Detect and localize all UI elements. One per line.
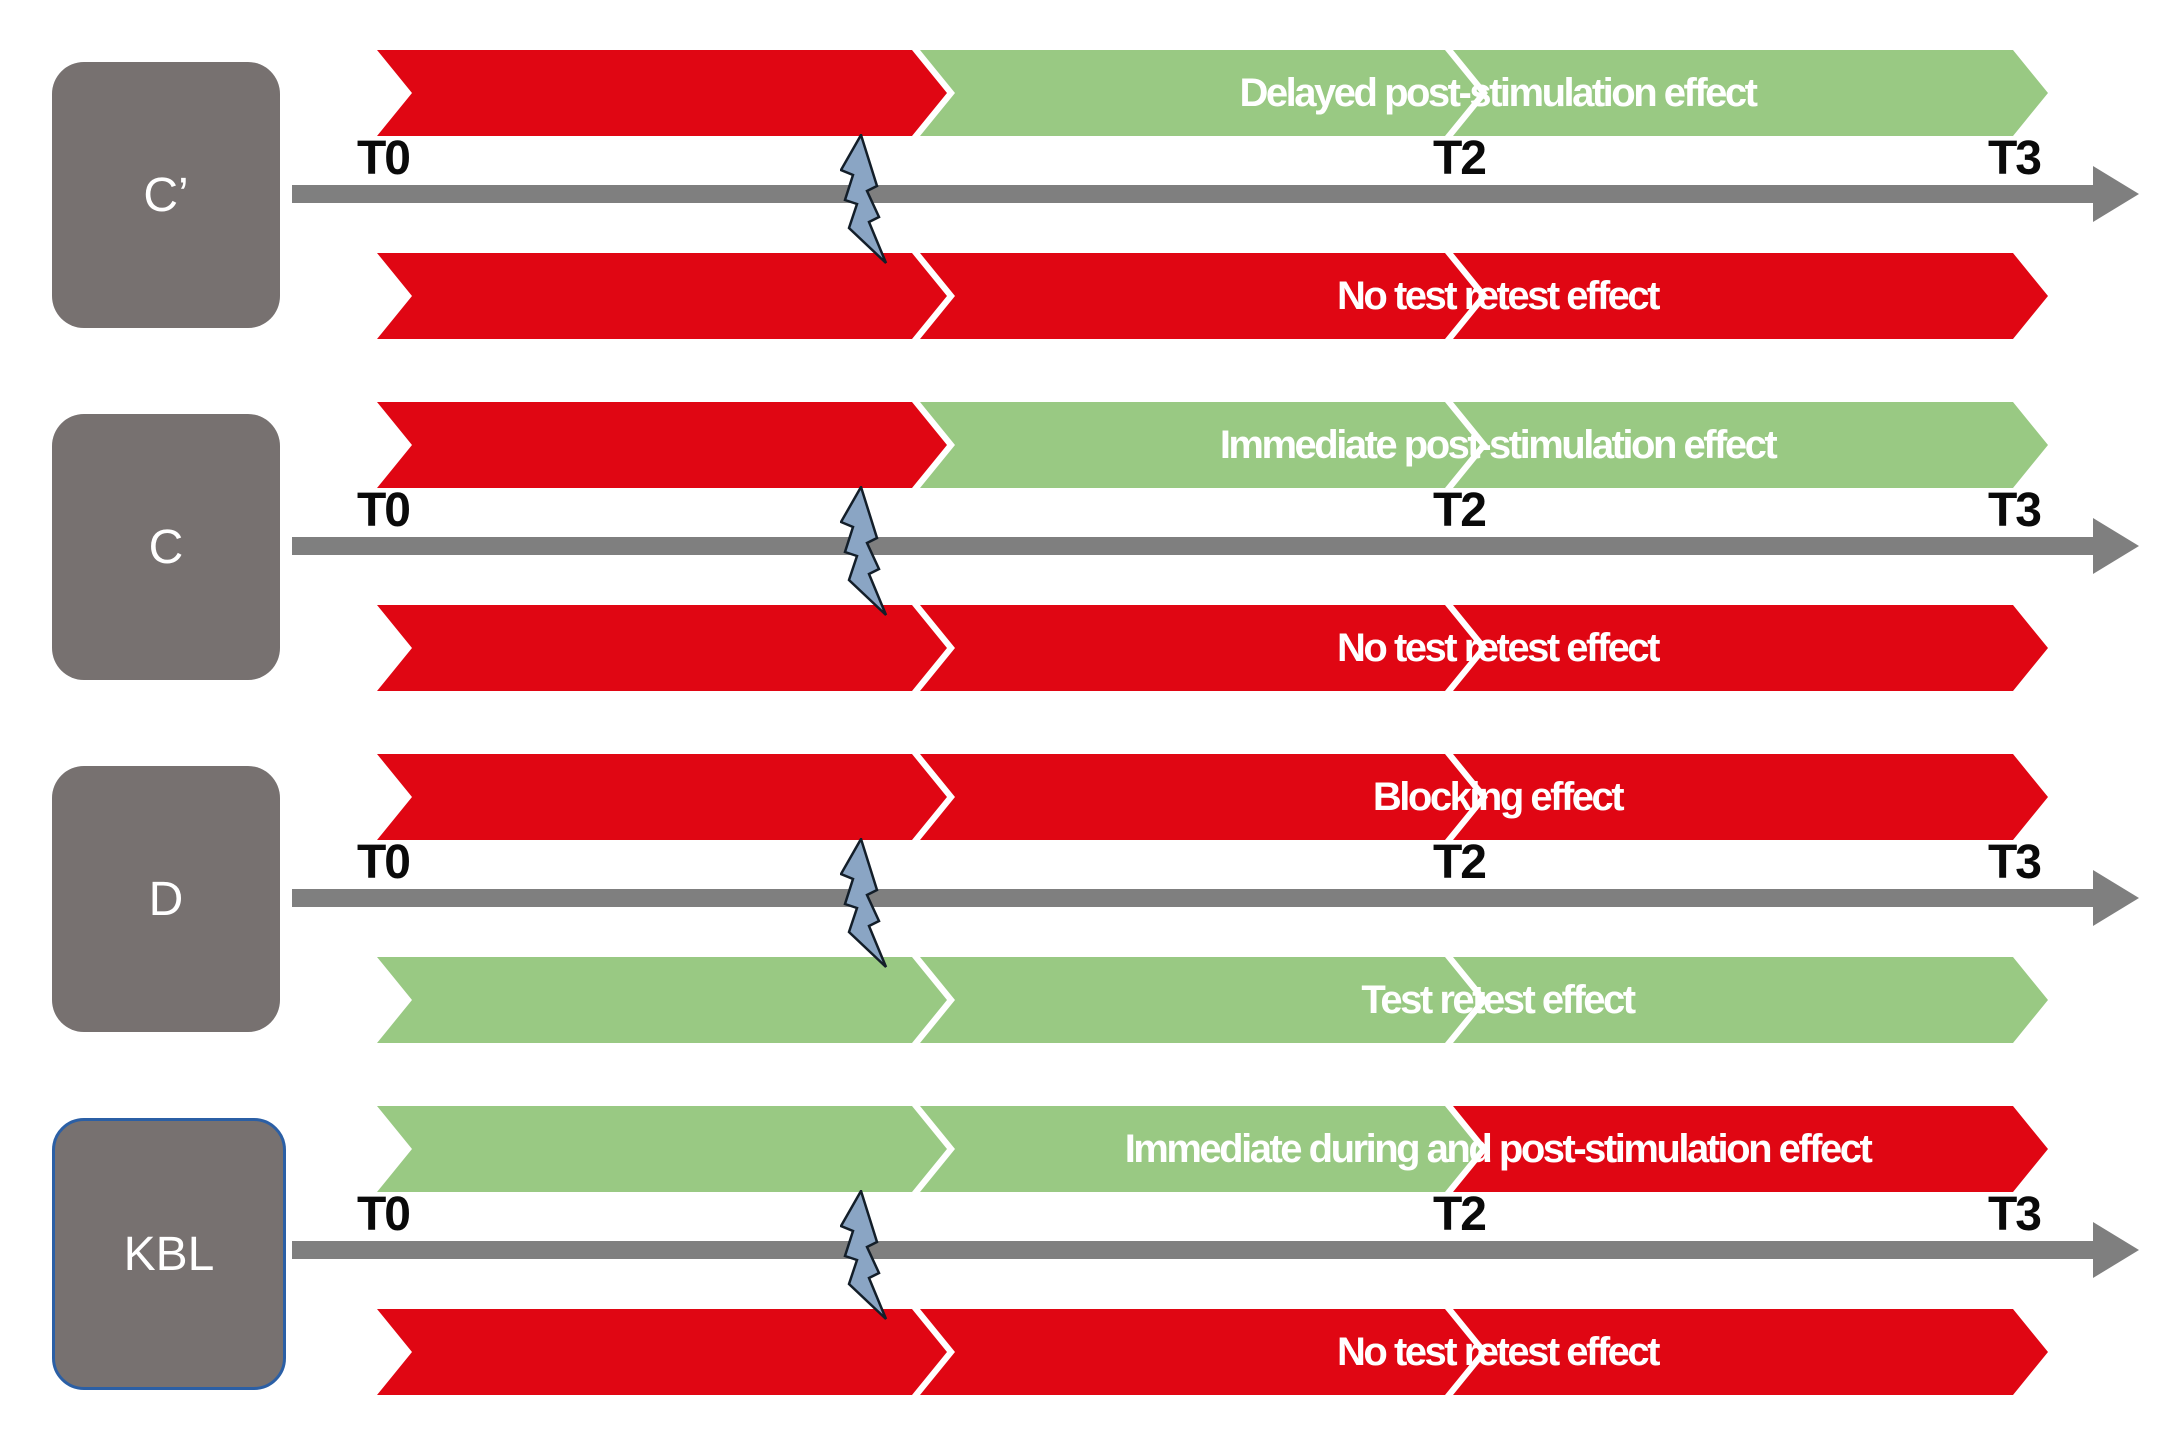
timeline-line	[292, 1241, 2093, 1259]
bar-segment-post-stimulation	[920, 253, 1480, 339]
timeline-line	[292, 889, 2093, 907]
bar-segment-pre-stimulation	[377, 605, 947, 691]
row-d: D Blocking effect T0 T2 T3 Test retest e…	[0, 704, 2166, 1056]
bar-segment-pre-stimulation	[377, 253, 947, 339]
top-effect-bar: Immediate during and post-stimulation ef…	[377, 1106, 2048, 1192]
bar-segment-followup	[1453, 50, 2048, 136]
bar-segment-post-stimulation	[920, 50, 1480, 136]
bar-segment-followup	[1453, 754, 2048, 840]
group-label: C	[148, 520, 184, 574]
bar-segment-post-stimulation	[920, 402, 1480, 488]
timepoint-t0: T0	[356, 132, 411, 185]
row-kbl: KBL Immediate during and post-stimulatio…	[0, 1056, 2166, 1408]
bottom-bar-label: Test retest effect	[1361, 978, 1636, 1022]
timepoint-t2: T2	[1432, 484, 1487, 537]
group-label-box-kbl: KBL	[52, 1118, 286, 1390]
bar-segment-followup	[1453, 1309, 2048, 1395]
bottom-effect-bar: Test retest effect	[377, 957, 2048, 1043]
timepoint-t3: T3	[1987, 836, 2042, 889]
bar-segment-pre-stimulation	[377, 1309, 947, 1395]
bar-segment-followup	[1453, 957, 2048, 1043]
bottom-bar-label: No test retest effect	[1337, 1330, 1660, 1374]
top-bar-label: Delayed post-stimulation effect	[1239, 71, 1758, 115]
bar-segment-post-stimulation	[920, 605, 1480, 691]
row-c: C Immediate post-stimulation effect T0 T…	[0, 352, 2166, 704]
timepoint-t3: T3	[1987, 1188, 2042, 1241]
timepoint-t2: T2	[1432, 836, 1487, 889]
lightning-bolt-icon	[840, 838, 888, 968]
bar-segment-pre-stimulation	[377, 1106, 947, 1192]
group-label-box-d: D	[52, 766, 280, 1032]
top-effect-bar: Blocking effect	[377, 754, 2048, 840]
bar-segment-followup	[1453, 1106, 2048, 1192]
row-c-prime: C’ Delayed post-stimulation effect T0 T2…	[0, 0, 2166, 352]
timepoint-t0: T0	[356, 1188, 411, 1241]
bottom-bar-label: No test retest effect	[1337, 626, 1660, 670]
timepoint-t0: T0	[356, 836, 411, 889]
group-label-box-c-prime: C’	[52, 62, 280, 328]
timepoint-t2: T2	[1432, 1188, 1487, 1241]
bar-segment-followup	[1453, 605, 2048, 691]
timeline-line	[292, 537, 2093, 555]
top-bar-label: Immediate post-stimulation effect	[1219, 423, 1778, 467]
timeline-arrowhead-icon	[2093, 870, 2139, 926]
bar-segment-followup	[1453, 402, 2048, 488]
bar-segment-post-stimulation	[920, 957, 1480, 1043]
lightning-bolt-icon	[840, 486, 888, 616]
lightning-bolt-icon	[840, 134, 888, 264]
bar-segment-pre-stimulation	[377, 957, 947, 1043]
group-label: KBL	[123, 1227, 215, 1281]
bottom-effect-bar: No test retest effect	[377, 253, 2048, 339]
group-label-box-c: C	[52, 414, 280, 680]
top-effect-bar: Immediate post-stimulation effect	[377, 402, 2048, 488]
timeline-line	[292, 185, 2093, 203]
timepoint-t3: T3	[1987, 132, 2042, 185]
bar-segment-post-stimulation	[920, 1106, 1480, 1192]
bar-segment-followup	[1453, 253, 2048, 339]
top-effect-bar: Delayed post-stimulation effect	[377, 50, 2048, 136]
bar-segment-pre-stimulation	[377, 402, 947, 488]
top-bar-label: Blocking effect	[1372, 775, 1625, 819]
timeline-arrowhead-icon	[2093, 1222, 2139, 1278]
bar-segment-post-stimulation	[920, 1309, 1480, 1395]
top-bar-label: Immediate during and post-stimulation ef…	[1124, 1127, 1873, 1171]
timeline-arrowhead-icon	[2093, 166, 2139, 222]
bottom-effect-bar: No test retest effect	[377, 1309, 2048, 1395]
group-label: D	[148, 872, 184, 926]
timepoint-t3: T3	[1987, 484, 2042, 537]
bottom-bar-label: No test retest effect	[1337, 274, 1660, 318]
timeline-arrowhead-icon	[2093, 518, 2139, 574]
bottom-effect-bar: No test retest effect	[377, 605, 2048, 691]
timepoint-t0: T0	[356, 484, 411, 537]
lightning-bolt-icon	[840, 1190, 888, 1320]
bar-segment-pre-stimulation	[377, 50, 947, 136]
group-label: C’	[143, 168, 189, 222]
bar-segment-pre-stimulation	[377, 754, 947, 840]
timepoint-t2: T2	[1432, 132, 1487, 185]
bar-segment-post-stimulation	[920, 754, 1480, 840]
